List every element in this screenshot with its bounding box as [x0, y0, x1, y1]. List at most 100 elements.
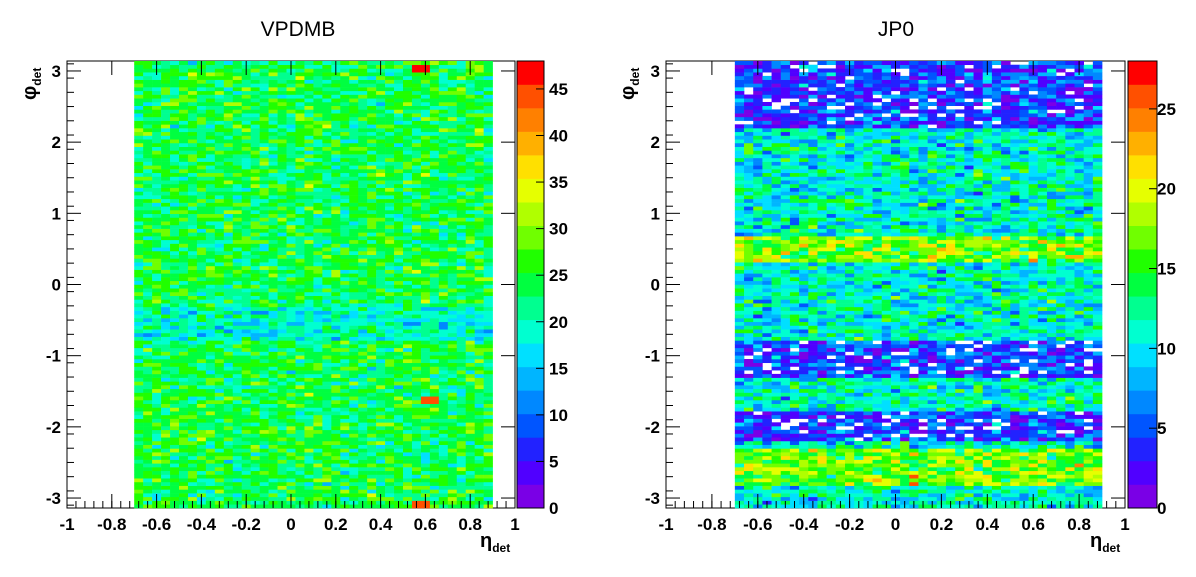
heatmap-cell	[179, 273, 188, 277]
heatmap-cell	[457, 128, 466, 132]
heatmap-cell	[403, 467, 412, 471]
heatmap-cell	[251, 486, 260, 490]
heatmap-cell	[215, 184, 224, 188]
heatmap-cell	[242, 467, 251, 471]
heatmap-cell	[313, 493, 322, 497]
heatmap-cell	[152, 124, 161, 128]
heatmap-cell	[206, 180, 215, 184]
heatmap-cell	[421, 270, 430, 274]
heatmap-cell	[340, 109, 349, 113]
heatmap-cell	[215, 225, 224, 229]
heatmap-cell	[242, 385, 251, 389]
heatmap-cell	[421, 98, 430, 102]
heatmap-cell	[358, 296, 367, 300]
heatmap-cell	[394, 307, 403, 311]
heatmap-cell	[331, 333, 340, 337]
heatmap-cell	[430, 352, 439, 356]
heatmap-cell	[215, 378, 224, 382]
heatmap-cell	[215, 463, 224, 467]
heatmap-cell	[152, 143, 161, 147]
heatmap-cell	[304, 98, 313, 102]
heatmap-cell	[439, 225, 448, 229]
heatmap-cell	[313, 363, 322, 367]
heatmap-cell	[233, 370, 242, 374]
heatmap-cell	[484, 441, 493, 445]
heatmap-cell	[143, 76, 152, 80]
heatmap-cell	[403, 366, 412, 370]
heatmap-cell	[484, 87, 493, 91]
heatmap-cell	[278, 102, 287, 106]
heatmap-cell	[475, 281, 484, 285]
heatmap-cell	[197, 206, 206, 210]
heatmap-cell	[349, 184, 358, 188]
heatmap-cell	[269, 277, 278, 281]
heatmap-cell	[143, 61, 152, 65]
heatmap-cell	[322, 482, 331, 486]
heatmap-cell	[269, 221, 278, 225]
heatmap-cell	[224, 460, 233, 464]
heatmap-cell	[412, 217, 421, 221]
y-tick-label: 3	[52, 62, 61, 81]
heatmap-cell	[313, 400, 322, 404]
heatmap-cell	[484, 497, 493, 501]
heatmap-cell	[304, 348, 313, 352]
heatmap-cell	[484, 348, 493, 352]
heatmap-cell	[385, 113, 394, 117]
heatmap-cell	[439, 337, 448, 341]
heatmap-cell	[457, 188, 466, 192]
heatmap-cell	[260, 385, 269, 389]
heatmap-cell	[188, 288, 197, 292]
heatmap-cell	[152, 199, 161, 203]
heatmap-cell	[448, 255, 457, 259]
heatmap-cell	[170, 456, 179, 460]
heatmap-cell	[251, 296, 260, 300]
heatmap-cell	[475, 195, 484, 199]
heatmap-cell	[430, 255, 439, 259]
heatmap-cell	[295, 132, 304, 136]
heatmap-cell	[394, 426, 403, 430]
heatmap-cell	[179, 370, 188, 374]
heatmap-cell	[484, 411, 493, 415]
heatmap-cell	[322, 109, 331, 113]
heatmap-cell	[287, 124, 296, 128]
heatmap-cell	[349, 340, 358, 344]
heatmap-cell	[385, 366, 394, 370]
heatmap-cell	[376, 258, 385, 262]
heatmap-cell	[260, 441, 269, 445]
heatmap-cell	[233, 244, 242, 248]
heatmap-cell	[439, 493, 448, 497]
heatmap-cell	[304, 83, 313, 87]
heatmap-cell	[251, 430, 260, 434]
heatmap-cell	[484, 471, 493, 475]
heatmap-cell	[448, 128, 457, 132]
heatmap-cell	[251, 337, 260, 341]
heatmap-cell	[313, 329, 322, 333]
heatmap-cell	[412, 314, 421, 318]
heatmap-cell	[251, 489, 260, 493]
heatmap-cell	[484, 430, 493, 434]
heatmap-cell	[170, 195, 179, 199]
heatmap-cell	[484, 109, 493, 113]
heatmap-cell	[188, 448, 197, 452]
heatmap-cell	[304, 128, 313, 132]
heatmap-cell	[358, 210, 367, 214]
heatmap-cell	[197, 400, 206, 404]
heatmap-cell	[412, 322, 421, 326]
heatmap-cell	[224, 113, 233, 117]
heatmap-cell	[430, 188, 439, 192]
heatmap-cell	[412, 102, 421, 106]
heatmap-cell	[260, 109, 269, 113]
heatmap-cell	[313, 359, 322, 363]
heatmap-cell	[448, 288, 457, 292]
heatmap-cell	[260, 348, 269, 352]
heatmap-cell	[484, 76, 493, 80]
heatmap-cell	[322, 184, 331, 188]
heatmap-cell	[403, 370, 412, 374]
heatmap-cell	[233, 296, 242, 300]
heatmap-cell	[421, 333, 430, 337]
heatmap-cell	[430, 344, 439, 348]
heatmap-cell	[475, 136, 484, 140]
heatmap-cell	[367, 199, 376, 203]
heatmap-cell	[466, 307, 475, 311]
